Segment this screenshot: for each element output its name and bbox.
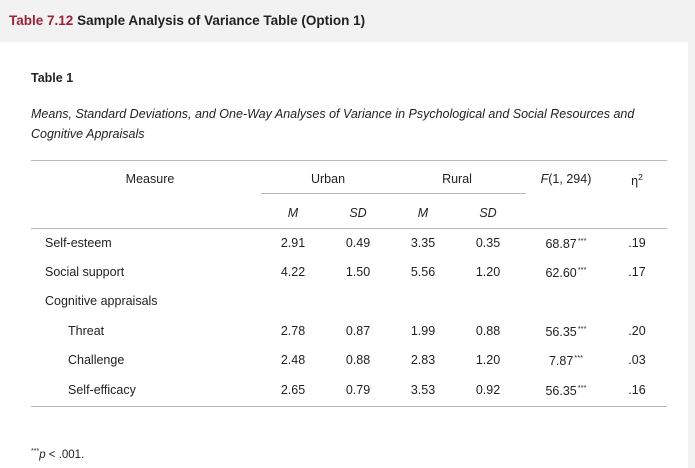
cell-f: 56.35*** bbox=[545, 383, 586, 398]
cell-urban-sd: 1.50 bbox=[345, 265, 371, 279]
cell-measure: Self-esteem bbox=[45, 236, 112, 250]
header-bottom-rule bbox=[31, 228, 667, 229]
cell-urban-m: 2.48 bbox=[280, 353, 306, 367]
cell-f: 56.35*** bbox=[545, 324, 586, 339]
cell-urban-m: 2.65 bbox=[280, 383, 306, 397]
header-rural-sd: SD bbox=[479, 206, 497, 220]
cell-rural-m: 2.83 bbox=[410, 353, 436, 367]
cell-urban-sd: 0.49 bbox=[345, 236, 371, 250]
header-eta-symbol: η bbox=[631, 174, 639, 188]
urban-span-rule bbox=[261, 193, 396, 194]
cell-eta-squared: .16 bbox=[628, 383, 646, 397]
cell-f-value: 56.35 bbox=[545, 384, 577, 398]
header-urban: Urban bbox=[310, 172, 346, 186]
cell-rural-m: 1.99 bbox=[410, 324, 436, 338]
cell-f-significance: *** bbox=[574, 353, 584, 362]
cell-eta-squared: .17 bbox=[628, 265, 646, 279]
cell-f: 68.87*** bbox=[545, 236, 586, 251]
header-eta-superscript: 2 bbox=[638, 172, 643, 182]
cell-f-significance: *** bbox=[577, 324, 587, 333]
caption-number: Table 7.12 bbox=[9, 13, 74, 28]
table-card: Table 1 Means, Standard Deviations, and … bbox=[0, 42, 688, 468]
cell-urban-sd: 0.79 bbox=[345, 383, 371, 397]
cell-eta-squared: .03 bbox=[628, 353, 646, 367]
cell-measure: Self-efficacy bbox=[68, 383, 136, 397]
cell-rural-m: 3.35 bbox=[410, 236, 436, 250]
rural-span-rule bbox=[396, 193, 526, 194]
table-description: Means, Standard Deviations, and One-Way … bbox=[31, 107, 635, 141]
cell-f-value: 68.87 bbox=[545, 237, 577, 251]
cell-measure: Cognitive appraisals bbox=[45, 294, 158, 308]
header-eta-squared: η2 bbox=[631, 172, 643, 188]
cell-f: 62.60*** bbox=[545, 265, 586, 280]
bottom-rule bbox=[31, 406, 667, 407]
cell-f-value: 62.60 bbox=[545, 266, 577, 280]
cell-rural-sd: 0.92 bbox=[475, 383, 501, 397]
cell-f-significance: *** bbox=[577, 383, 587, 392]
cell-rural-m: 5.56 bbox=[410, 265, 436, 279]
cell-measure: Threat bbox=[68, 324, 105, 338]
cell-eta-squared: .19 bbox=[628, 236, 646, 250]
header-rural-m: M bbox=[417, 206, 429, 220]
header-f: F(1, 294) bbox=[541, 172, 592, 186]
cell-f bbox=[566, 294, 567, 309]
cell-urban-m: 2.78 bbox=[280, 324, 306, 338]
cell-rural-sd: 1.20 bbox=[475, 353, 501, 367]
header-urban-m: M bbox=[287, 206, 299, 220]
cell-f: 7.87*** bbox=[549, 353, 583, 368]
header-measure: Measure bbox=[125, 172, 175, 186]
cell-rural-sd: 1.20 bbox=[475, 265, 501, 279]
note-p: p bbox=[39, 449, 46, 461]
cell-rural-sd: 0.35 bbox=[475, 236, 501, 250]
cell-rural-sd: 0.88 bbox=[475, 324, 501, 338]
cell-f-significance: *** bbox=[577, 265, 587, 274]
table-note: ***p < .001. bbox=[31, 448, 84, 461]
note-stars: *** bbox=[31, 448, 40, 455]
cell-urban-m: 4.22 bbox=[280, 265, 306, 279]
cell-f-significance: *** bbox=[577, 236, 587, 245]
note-text: < .001. bbox=[45, 449, 85, 461]
header-rural: Rural bbox=[442, 172, 472, 186]
header-f-df: (1, 294) bbox=[548, 172, 592, 186]
cell-measure: Challenge bbox=[68, 353, 125, 367]
cell-urban-m: 2.91 bbox=[280, 236, 306, 250]
cell-measure: Social support bbox=[45, 265, 125, 279]
table-caption: Table 7.12 Sample Analysis of Variance T… bbox=[9, 13, 365, 28]
cell-eta-squared: .20 bbox=[628, 324, 646, 338]
cell-urban-sd: 0.88 bbox=[345, 353, 371, 367]
caption-title: Sample Analysis of Variance Table (Optio… bbox=[77, 13, 366, 28]
table-label: Table 1 bbox=[31, 71, 74, 85]
header-f-symbol: F bbox=[540, 172, 549, 186]
header-urban-sd: SD bbox=[349, 206, 367, 220]
cell-f-value: 56.35 bbox=[545, 325, 577, 339]
top-rule bbox=[31, 160, 667, 161]
cell-f-value: 7.87 bbox=[548, 354, 574, 368]
cell-urban-sd: 0.87 bbox=[345, 324, 371, 338]
cell-rural-m: 3.53 bbox=[410, 383, 436, 397]
